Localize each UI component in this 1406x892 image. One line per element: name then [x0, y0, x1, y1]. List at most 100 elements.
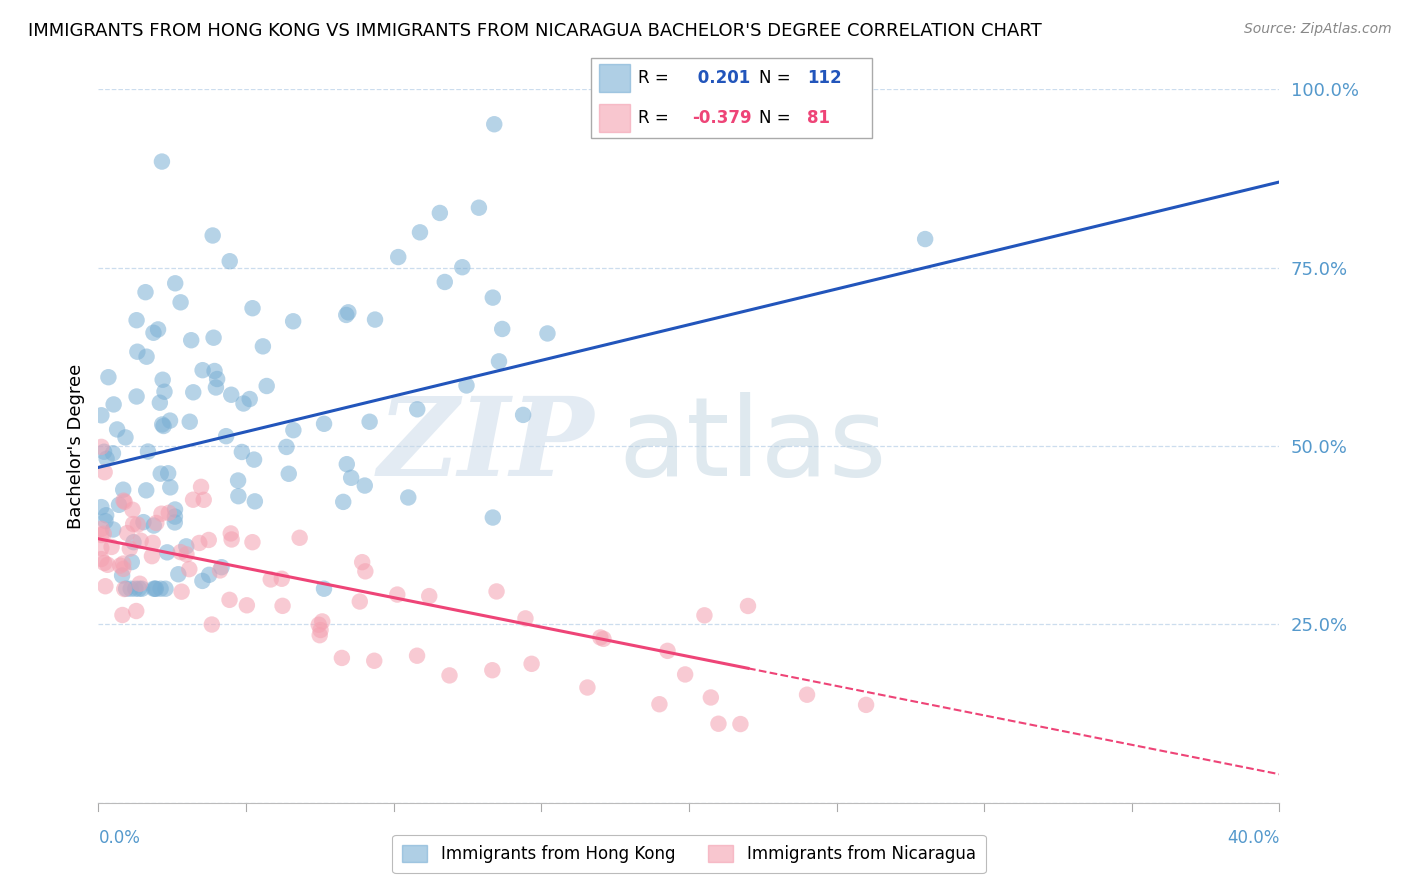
Point — [243, 494, 266, 508]
Point — [364, 312, 387, 326]
Point — [693, 608, 716, 623]
Point — [208, 563, 231, 577]
Point — [90, 440, 112, 454]
Point — [152, 419, 174, 434]
Point — [312, 582, 335, 596]
Point — [219, 388, 242, 402]
Point — [118, 541, 141, 556]
Point — [491, 322, 513, 336]
Point — [283, 423, 305, 437]
Point — [468, 201, 491, 215]
Point — [94, 508, 117, 523]
Point — [481, 291, 503, 305]
Point — [150, 507, 173, 521]
Point — [205, 372, 228, 386]
Point — [485, 584, 508, 599]
Point — [181, 492, 204, 507]
Point — [150, 154, 173, 169]
Bar — [599, 63, 630, 92]
Point — [243, 452, 266, 467]
Point — [236, 599, 259, 613]
Point — [256, 379, 278, 393]
Point — [105, 422, 128, 436]
Point — [311, 615, 333, 629]
Text: 40.0%: 40.0% — [1227, 829, 1279, 847]
Point — [589, 631, 612, 645]
Point — [387, 250, 409, 264]
Point — [131, 582, 153, 596]
Point — [179, 415, 201, 429]
Point — [149, 582, 172, 596]
Point — [239, 392, 262, 406]
Point — [159, 480, 181, 494]
Point — [135, 350, 157, 364]
Point — [93, 465, 115, 479]
Point — [90, 541, 112, 555]
Point — [112, 493, 135, 508]
Point — [115, 526, 138, 541]
Point — [156, 545, 179, 559]
Point — [121, 555, 143, 569]
Point — [451, 260, 474, 275]
Text: Source: ZipAtlas.com: Source: ZipAtlas.com — [1244, 22, 1392, 37]
Point — [93, 526, 115, 541]
Point — [512, 408, 534, 422]
Point — [120, 582, 142, 596]
Point — [271, 599, 294, 613]
Point — [97, 370, 120, 384]
Point — [129, 533, 152, 548]
Point — [191, 363, 214, 377]
Point — [163, 516, 186, 530]
Point — [332, 495, 354, 509]
Point — [193, 492, 215, 507]
Point — [335, 308, 357, 322]
Point — [354, 565, 377, 579]
Point — [228, 489, 250, 503]
Point — [176, 547, 198, 561]
Point — [418, 589, 440, 603]
Text: R =: R = — [638, 109, 669, 128]
Point — [112, 557, 135, 571]
Point — [93, 444, 115, 458]
Point — [90, 528, 112, 542]
Point — [308, 628, 330, 642]
Text: N =: N = — [759, 69, 790, 87]
Point — [136, 444, 159, 458]
Point — [174, 540, 197, 554]
Point — [433, 275, 456, 289]
Point — [132, 515, 155, 529]
Point — [488, 354, 510, 368]
Point — [576, 681, 599, 695]
Point — [242, 301, 264, 316]
Point — [142, 326, 165, 340]
Point — [219, 526, 242, 541]
Point — [94, 514, 117, 528]
Legend: Immigrants from Hong Kong, Immigrants from Nicaragua: Immigrants from Hong Kong, Immigrants fr… — [392, 835, 986, 873]
Point — [114, 495, 136, 509]
Point — [143, 582, 166, 596]
Point — [112, 582, 135, 596]
Point — [349, 594, 371, 608]
Point — [124, 582, 146, 596]
Point — [163, 509, 186, 524]
Point — [308, 617, 330, 632]
Point — [481, 663, 503, 677]
Point — [111, 568, 134, 582]
Point — [363, 654, 385, 668]
Point — [406, 402, 429, 417]
Point — [277, 467, 299, 481]
Point — [146, 322, 169, 336]
Point — [202, 331, 225, 345]
Point — [201, 228, 224, 243]
Point — [673, 667, 696, 681]
Point — [197, 533, 219, 547]
Point — [135, 483, 157, 498]
Point — [145, 516, 167, 530]
Point — [456, 378, 478, 392]
Y-axis label: Bachelor's Degree: Bachelor's Degree — [66, 363, 84, 529]
Point — [396, 491, 419, 505]
Point — [204, 364, 226, 378]
Point — [169, 295, 191, 310]
Point — [387, 588, 409, 602]
Point — [260, 573, 283, 587]
